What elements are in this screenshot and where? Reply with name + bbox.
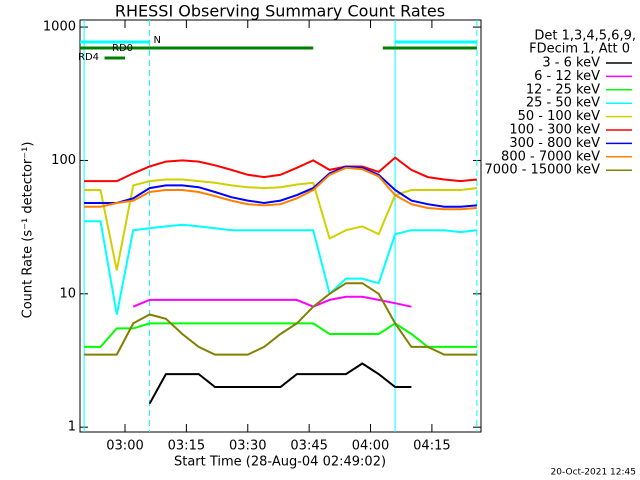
series-line bbox=[148, 362, 412, 405]
flag-label: RD0 bbox=[112, 43, 133, 54]
legend-label: 12 - 25 keV bbox=[526, 82, 600, 97]
legend-title: FDecim 1, Att 0 bbox=[529, 42, 630, 57]
x-tick-label: 03:00 bbox=[106, 439, 143, 454]
x-tick-label: 03:15 bbox=[168, 439, 205, 454]
series-line bbox=[84, 282, 477, 356]
plot-frame bbox=[79, 19, 482, 433]
y-tick-label: 1 bbox=[68, 420, 76, 435]
legend-label: 25 - 50 keV bbox=[526, 96, 600, 111]
legend-label: 3 - 6 keV bbox=[542, 56, 600, 71]
x-tick-label: 04:00 bbox=[352, 439, 389, 454]
series-line bbox=[84, 166, 477, 211]
y-tick-label: 10 bbox=[59, 286, 76, 301]
flag-label: RD4 bbox=[78, 52, 99, 63]
legend-label: 800 - 7000 keV bbox=[501, 149, 600, 164]
series-line bbox=[84, 178, 478, 271]
x-tick-label: 04:15 bbox=[413, 439, 450, 454]
footer: 20-Oct-2021 12:45 bbox=[551, 468, 636, 478]
series-line bbox=[84, 220, 478, 315]
legend-label: 7000 - 15000 keV bbox=[485, 163, 601, 178]
y-tick-label: 1000 bbox=[43, 20, 76, 35]
y-tick-label: 100 bbox=[51, 153, 76, 168]
y-axis-label: Count Rate (s⁻¹ detector⁻¹) bbox=[21, 142, 36, 319]
x-axis-label: Start Time (28-Aug-04 02:49:02) bbox=[174, 455, 386, 470]
flag-label: N bbox=[154, 35, 161, 46]
series-line bbox=[132, 295, 412, 308]
x-tick-label: 03:45 bbox=[290, 439, 327, 454]
legend-label: 300 - 800 keV bbox=[509, 136, 600, 151]
series-line bbox=[84, 322, 477, 348]
series-line bbox=[84, 156, 477, 183]
legend-title: Det 1,3,4,5,6,9, bbox=[534, 29, 636, 44]
legend-label: 50 - 100 keV bbox=[518, 109, 601, 124]
x-tick-label: 03:30 bbox=[229, 439, 266, 454]
chart-title: RHESSI Observing Summary Count Rates bbox=[115, 2, 445, 21]
legend-label: 6 - 12 keV bbox=[534, 69, 600, 84]
series-line bbox=[84, 165, 477, 208]
legend-label: 100 - 300 keV bbox=[509, 123, 600, 138]
